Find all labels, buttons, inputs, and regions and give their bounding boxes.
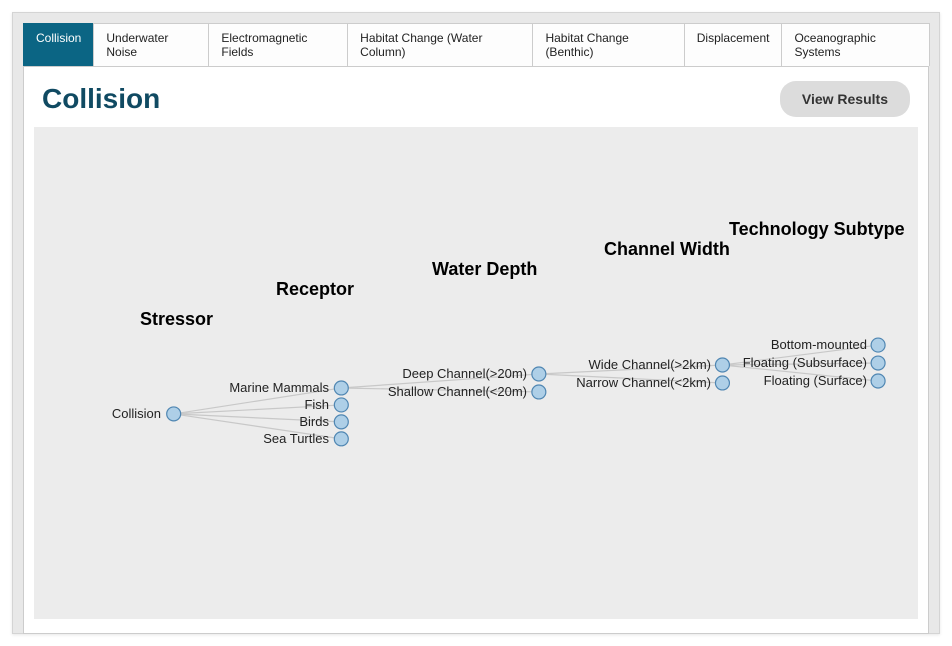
view-results-button[interactable]: View Results bbox=[780, 81, 910, 117]
node-label-stressor: Collision bbox=[112, 406, 161, 421]
node-recp4[interactable] bbox=[334, 432, 348, 446]
node-label-recp1: Marine Mammals bbox=[229, 380, 329, 395]
node-label-ts3: Floating (Surface) bbox=[764, 373, 867, 388]
tab-underwater-noise[interactable]: Underwater Noise bbox=[93, 23, 209, 66]
tab-habitat-change-water-column-[interactable]: Habitat Change (Water Column) bbox=[347, 23, 533, 66]
column-header: Receptor bbox=[276, 279, 354, 300]
column-header: Channel Width bbox=[604, 239, 730, 260]
node-wd2[interactable] bbox=[532, 385, 546, 399]
node-cw1[interactable] bbox=[715, 358, 729, 372]
node-recp2[interactable] bbox=[334, 398, 348, 412]
node-ts3[interactable] bbox=[871, 374, 885, 388]
node-label-wd2: Shallow Channel(<20m) bbox=[388, 384, 527, 399]
node-recp3[interactable] bbox=[334, 415, 348, 429]
node-label-ts2: Floating (Subsurface) bbox=[743, 355, 867, 370]
column-header: Water Depth bbox=[432, 259, 537, 280]
node-cw2[interactable] bbox=[715, 376, 729, 390]
tab-displacement[interactable]: Displacement bbox=[684, 23, 783, 66]
node-recp1[interactable] bbox=[334, 381, 348, 395]
node-label-recp4: Sea Turtles bbox=[263, 431, 329, 446]
page-title: Collision bbox=[42, 83, 160, 115]
column-header: Technology Subtype bbox=[729, 219, 905, 240]
node-label-wd1: Deep Channel(>20m) bbox=[402, 366, 527, 381]
node-label-recp2: Fish bbox=[304, 397, 329, 412]
node-label-recp3: Birds bbox=[299, 414, 329, 429]
main-panel: Collision View Results Collision Marine M… bbox=[23, 66, 929, 634]
tab-habitat-change-benthic-[interactable]: Habitat Change (Benthic) bbox=[532, 23, 684, 66]
tab-electromagnetic-fields[interactable]: Electromagnetic Fields bbox=[208, 23, 348, 66]
tab-bar: CollisionUnderwater NoiseElectromagnetic… bbox=[23, 23, 929, 66]
panel-header: Collision View Results bbox=[24, 67, 928, 127]
node-wd1[interactable] bbox=[532, 367, 546, 381]
node-label-ts1: Bottom-mounted bbox=[771, 337, 867, 352]
tab-oceanographic-systems[interactable]: Oceanographic Systems bbox=[781, 23, 930, 66]
node-label-cw2: Narrow Channel(<2km) bbox=[576, 375, 711, 390]
app-frame: CollisionUnderwater NoiseElectromagnetic… bbox=[12, 12, 940, 634]
node-label-cw1: Wide Channel(>2km) bbox=[589, 357, 711, 372]
node-ts1[interactable] bbox=[871, 338, 885, 352]
diagram-canvas: Collision Marine Mammals Fish Birds Sea Turt… bbox=[34, 127, 918, 619]
node-ts2[interactable] bbox=[871, 356, 885, 370]
node-stressor[interactable] bbox=[167, 407, 181, 421]
tab-collision[interactable]: Collision bbox=[23, 23, 94, 66]
column-header: Stressor bbox=[140, 309, 213, 330]
